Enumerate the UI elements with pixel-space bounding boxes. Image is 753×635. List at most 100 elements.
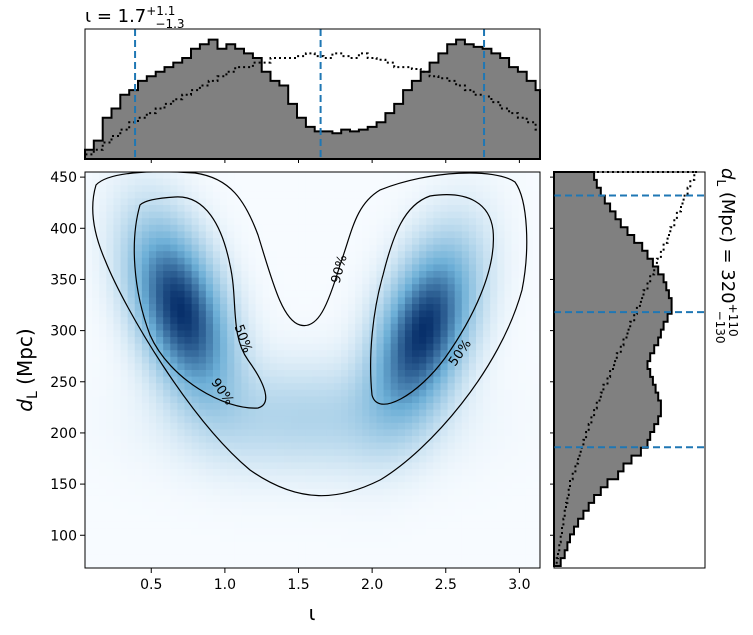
density-cell	[333, 343, 342, 351]
density-cell	[241, 310, 250, 318]
x-tick-label: 1.0	[214, 577, 236, 593]
density-cell	[262, 488, 271, 496]
density-cell	[85, 211, 93, 219]
density-cell	[362, 488, 370, 496]
density-cell	[141, 396, 150, 404]
density-cell	[191, 502, 200, 510]
density-cell	[234, 224, 243, 232]
density-cell	[241, 396, 250, 404]
density-cell	[504, 191, 513, 199]
density-cell	[241, 185, 250, 193]
density-cell	[163, 310, 171, 318]
density-cell	[220, 383, 228, 391]
density-cell	[141, 284, 150, 292]
density-cell	[412, 541, 420, 549]
density-cell	[476, 422, 484, 430]
density-cell	[184, 264, 193, 272]
density-cell	[276, 211, 285, 219]
density-cell	[227, 238, 235, 246]
density-cell	[447, 178, 456, 186]
density-cell	[404, 548, 413, 556]
density-cell	[248, 528, 257, 536]
density-cell	[440, 462, 449, 470]
density-cell	[454, 224, 463, 232]
density-cell	[483, 475, 491, 483]
density-cell	[532, 488, 540, 496]
density-cell	[426, 409, 434, 417]
density-cell	[412, 343, 420, 351]
density-cell	[284, 409, 292, 417]
density-cell	[212, 224, 221, 232]
density-cell	[419, 469, 427, 477]
density-cell	[227, 508, 235, 516]
density-cell	[177, 455, 186, 463]
density-cell	[170, 172, 179, 180]
density-cell	[412, 264, 420, 272]
density-cell	[440, 244, 449, 252]
density-cell	[262, 244, 271, 252]
density-cell	[92, 238, 100, 246]
density-cell	[355, 416, 363, 424]
density-cell	[198, 211, 207, 219]
density-cell	[348, 416, 356, 424]
density-cell	[340, 370, 349, 378]
density-cell	[511, 495, 520, 503]
density-cell	[362, 356, 370, 364]
density-cell	[305, 469, 314, 477]
density-cell	[433, 409, 442, 417]
density-cell	[333, 284, 342, 292]
density-cell	[148, 561, 157, 568]
density-cell	[404, 370, 413, 378]
density-cell	[412, 284, 420, 292]
density-cell	[518, 548, 527, 556]
density-cell	[355, 290, 363, 298]
density-cell	[383, 462, 392, 470]
density-cell	[419, 224, 427, 232]
density-cell	[205, 449, 214, 457]
density-cell	[191, 370, 200, 378]
density-cell	[141, 488, 150, 496]
density-cell	[497, 475, 506, 483]
density-cell	[355, 462, 363, 470]
density-cell	[454, 317, 463, 325]
density-cell	[419, 521, 427, 529]
density-cell	[461, 205, 470, 213]
density-cell	[298, 409, 306, 417]
density-cell	[433, 475, 442, 483]
density-cell	[127, 304, 136, 312]
density-cell	[198, 449, 207, 457]
density-cell	[134, 508, 143, 516]
density-cell	[170, 403, 179, 411]
density-cell	[141, 211, 150, 219]
density-cell	[170, 535, 179, 543]
density-cell	[454, 442, 463, 450]
density-cell	[518, 290, 527, 298]
density-cell	[170, 554, 179, 562]
density-cell	[134, 436, 143, 444]
density-cell	[106, 449, 115, 457]
density-cell	[376, 376, 385, 384]
density-cell	[340, 343, 349, 351]
density-cell	[163, 548, 171, 556]
density-cell	[227, 317, 235, 325]
density-cell	[85, 224, 93, 232]
density-cell	[383, 231, 392, 239]
density-cell	[525, 389, 534, 397]
density-cell	[497, 535, 506, 543]
density-cell	[191, 528, 200, 536]
density-cell	[141, 363, 150, 371]
density-cell	[255, 416, 264, 424]
density-cell	[362, 185, 370, 193]
density-cell	[426, 257, 434, 265]
density-cell	[426, 554, 434, 562]
density-cell	[284, 198, 292, 206]
density-cell	[248, 284, 257, 292]
density-cell	[326, 257, 335, 265]
density-cell	[483, 495, 491, 503]
density-cell	[262, 297, 271, 305]
density-cell	[120, 422, 129, 430]
density-cell	[483, 205, 491, 213]
density-cell	[433, 462, 442, 470]
density-cell	[163, 178, 171, 186]
density-cell	[284, 376, 292, 384]
